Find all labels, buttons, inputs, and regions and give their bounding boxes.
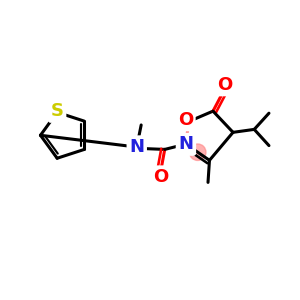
- Circle shape: [190, 144, 206, 160]
- Text: N: N: [178, 135, 194, 153]
- Text: O: O: [153, 168, 168, 186]
- Text: O: O: [217, 76, 232, 94]
- Text: S: S: [51, 102, 64, 120]
- Text: N: N: [129, 138, 144, 156]
- Text: O: O: [178, 111, 193, 129]
- Circle shape: [177, 135, 195, 153]
